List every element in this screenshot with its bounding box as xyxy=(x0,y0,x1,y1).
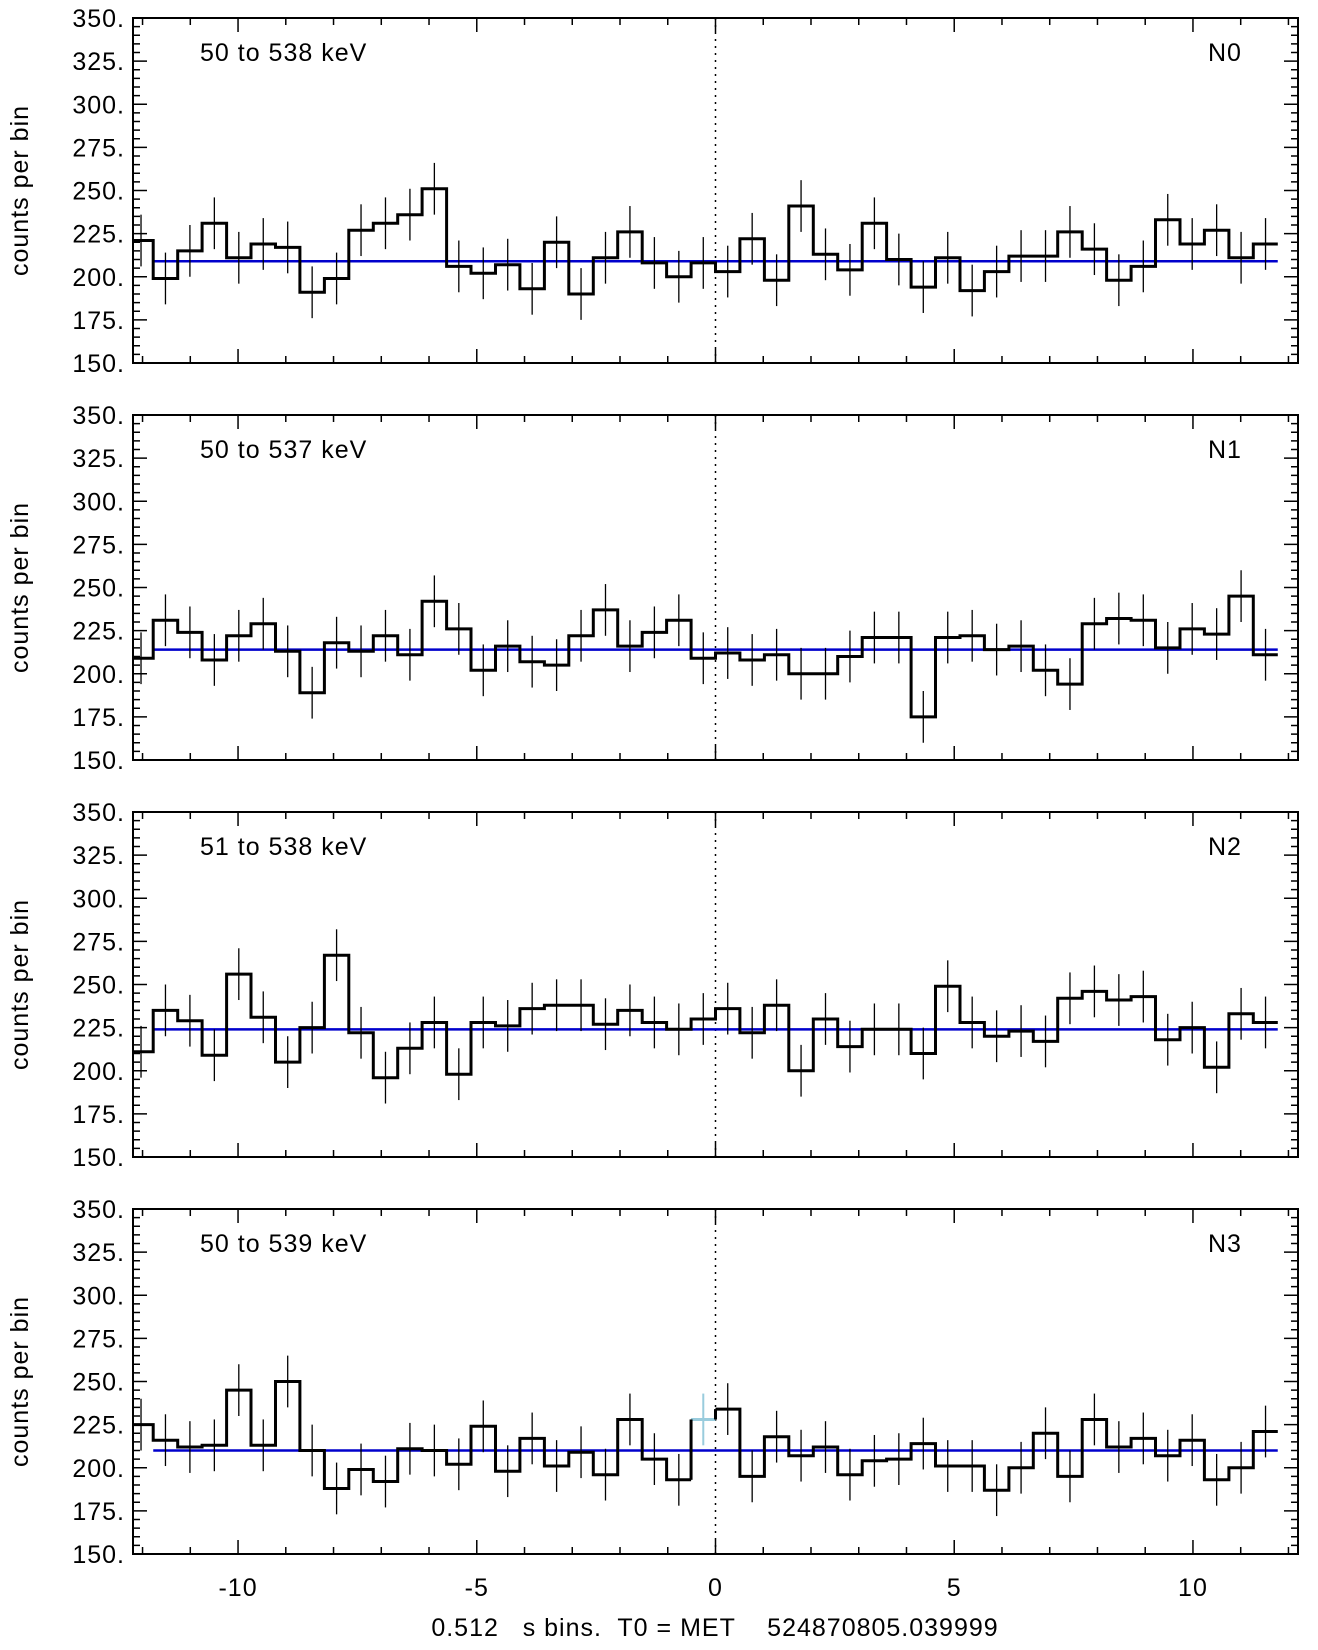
x-tick-label: -10 xyxy=(218,1574,257,1602)
y-tick-label: 225. xyxy=(72,1015,125,1043)
plot-frame xyxy=(132,1208,1299,1555)
plot-frame xyxy=(132,414,1299,761)
y-tick-label: 200. xyxy=(72,1058,125,1086)
y-tick-label: 175. xyxy=(72,704,125,732)
y-tick-label: 150. xyxy=(72,1144,125,1172)
y-tick-label: 150. xyxy=(72,350,125,378)
panel-n3: 150. 175. 200. 225. 250. 275. 300. 325. 350. coun… xyxy=(6,1196,1299,1602)
y-tick-label: 175. xyxy=(72,1101,125,1129)
panel-n0: 150. 175. 200. 225. 250. 275. 300. 325. 350. coun… xyxy=(6,5,1299,378)
y-tick-label: 300. xyxy=(72,1282,125,1310)
y-axis-title: counts per bin xyxy=(6,502,34,673)
y-tick-label: 325. xyxy=(72,1239,125,1267)
y-tick-label: 325. xyxy=(72,445,125,473)
y-tick-label: 250. xyxy=(72,972,125,1000)
y-tick-label: 350. xyxy=(72,402,125,430)
y-tick-label: 250. xyxy=(72,178,125,206)
y-tick-label: 300. xyxy=(72,91,125,119)
y-tick-label: 150. xyxy=(72,1541,125,1569)
x-tick-label: 10 xyxy=(1178,1574,1208,1602)
detector-label: N2 xyxy=(1208,833,1242,861)
panel-n2: 150. 175. 200. 225. 250. 275. 300. 325. 350. coun… xyxy=(6,799,1299,1172)
y-tick-label: 350. xyxy=(72,799,125,827)
y-tick-label: 350. xyxy=(72,5,125,33)
y-tick-label: 300. xyxy=(72,488,125,516)
y-tick-label: 225. xyxy=(72,1412,125,1440)
x-tick-label: -5 xyxy=(465,1574,489,1602)
y-tick-label: 225. xyxy=(72,618,125,646)
lightcurve-step xyxy=(133,594,1278,719)
y-tick-label: 225. xyxy=(72,221,125,249)
energy-range-label: 50 to 537 keV xyxy=(200,436,367,464)
y-tick-label: 325. xyxy=(72,48,125,76)
energy-range-label: 50 to 538 keV xyxy=(200,39,367,67)
detector-label: N3 xyxy=(1208,1230,1242,1258)
panel-n1: 150. 175. 200. 225. 250. 275. 300. 325. 350. coun… xyxy=(6,402,1299,775)
y-tick-label: 200. xyxy=(72,264,125,292)
plot-frame xyxy=(132,811,1299,1158)
energy-range-label: 50 to 539 keV xyxy=(200,1230,367,1258)
y-axis-title: counts per bin xyxy=(6,899,34,1070)
lightcurve-step xyxy=(133,953,1278,1080)
y-tick-label: 150. xyxy=(72,747,125,775)
lightcurve-step xyxy=(133,187,1278,296)
y-tick-label: 275. xyxy=(72,531,125,559)
y-tick-label: 350. xyxy=(72,1196,125,1224)
y-axis-title: counts per bin xyxy=(6,105,34,276)
x-tick-label: 0 xyxy=(708,1574,723,1602)
y-tick-label: 250. xyxy=(72,1369,125,1397)
lightcurve-step xyxy=(133,1380,1278,1492)
y-tick-label: 200. xyxy=(72,1455,125,1483)
detector-label: N0 xyxy=(1208,39,1242,67)
y-tick-label: 275. xyxy=(72,928,125,956)
y-tick-label: 175. xyxy=(72,1498,125,1526)
y-tick-label: 325. xyxy=(72,842,125,870)
y-tick-label: 275. xyxy=(72,134,125,162)
x-axis-title: 0.512 s bins. T0 = MET 524870805.039999 xyxy=(431,1614,998,1642)
energy-range-label: 51 to 538 keV xyxy=(200,833,367,861)
y-tick-label: 200. xyxy=(72,661,125,689)
y-axis-title: counts per bin xyxy=(6,1296,34,1467)
y-tick-label: 175. xyxy=(72,307,125,335)
y-tick-label: 275. xyxy=(72,1325,125,1353)
detector-label: N1 xyxy=(1208,436,1242,464)
y-tick-label: 300. xyxy=(72,885,125,913)
x-tick-label: 5 xyxy=(947,1574,962,1602)
plot-frame xyxy=(132,17,1299,364)
y-tick-label: 250. xyxy=(72,575,125,603)
